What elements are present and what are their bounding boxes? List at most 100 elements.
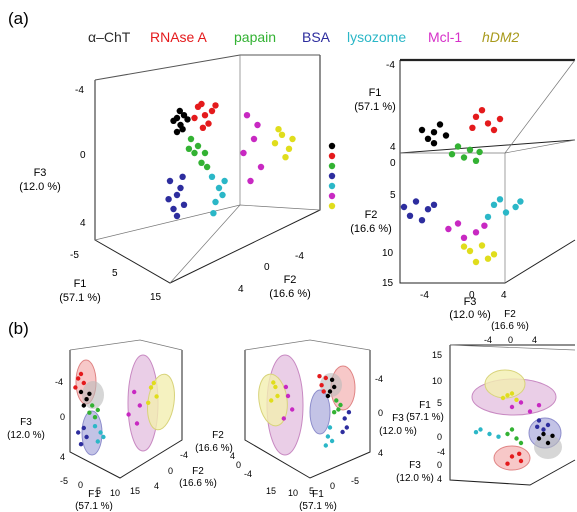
axis-label-text: F2 (504, 309, 516, 320)
point-mcl-1 (518, 400, 524, 405)
tick-label: 15 (432, 350, 442, 360)
point-lysozome (221, 177, 228, 185)
color-key-dot (328, 152, 336, 160)
tick-label: 4 (378, 448, 383, 458)
point-papain (334, 398, 339, 403)
point-bsa (418, 217, 426, 224)
tick-label: -4 (386, 60, 395, 71)
tick-label: 10 (382, 248, 394, 259)
point-lysozome (327, 425, 333, 430)
point-rnase-a (496, 115, 504, 123)
tick-label: -5 (60, 476, 68, 486)
axis-label-f2-b3: F2 (16.6 %) (491, 309, 529, 332)
point-cht (327, 389, 333, 394)
point-papain (338, 402, 343, 408)
axis-label-f2-a-left: F2 (16.6 %) (269, 274, 311, 300)
point-mcl-1 (283, 384, 289, 390)
point-bsa (412, 198, 420, 205)
point-papain (509, 427, 515, 432)
point-papain (187, 135, 195, 143)
legend-entry-bsa: BSA (302, 29, 331, 45)
point-hdm2 (509, 391, 515, 396)
axis-label-f1-a-left: F1 (57.1 %) (59, 278, 101, 304)
point-papain (460, 154, 468, 161)
point-bsa (179, 173, 186, 180)
point-mcl-1 (460, 234, 468, 241)
point-papain (336, 407, 341, 412)
tick-label: -4 (180, 450, 188, 460)
point-cht (430, 140, 438, 147)
point-bsa (340, 429, 345, 435)
tick-label: 0 (469, 290, 475, 301)
legend-entry-papain: papain (234, 29, 276, 45)
point-rnase-a (505, 461, 510, 466)
plot-b3-ellipses (471, 369, 562, 471)
plot-b3-ticks: -4 0 4 15 10 5 0 -4 0 4 (432, 335, 537, 484)
point-cht (179, 126, 186, 133)
axis-label-text: (12.0 %) (19, 181, 61, 193)
point-papain (518, 440, 524, 446)
point-hdm2 (269, 398, 274, 403)
plot-b2-ellipses (258, 354, 356, 456)
point-cht (541, 431, 546, 437)
point-lysozome (98, 430, 103, 435)
axis-label-text: (57.1 %) (299, 501, 337, 512)
point-rnase-a (490, 126, 498, 134)
axis-label-text: F3 (392, 413, 404, 424)
axis-label-text: F2 (212, 430, 224, 441)
points-a-left (165, 100, 296, 220)
point-mcl-1 (126, 412, 131, 417)
tick-label: -5 (70, 250, 79, 261)
axis-label-text: F1 (369, 87, 382, 99)
point-bsa (173, 191, 181, 199)
point-hdm2 (273, 384, 278, 390)
point-rnase-a (509, 454, 515, 459)
color-key-dot (328, 172, 336, 180)
point-lysozome (502, 209, 510, 216)
point-hdm2 (500, 395, 506, 401)
ellipse-hdm2 (484, 369, 526, 399)
tick-label: 0 (236, 460, 241, 470)
plot-b2-ticks: -4 0 4 4 0 -4 15 10 5 0 -5 (230, 374, 383, 498)
tick-label: -4 (375, 374, 383, 384)
tick-label: -4 (484, 335, 492, 345)
point-cht (436, 121, 444, 128)
plot-a-right (399, 58, 576, 284)
points-b1 (73, 371, 159, 447)
axis-label-text: F1 (88, 489, 100, 500)
axis-label-f1-b3: F1 (57.1 %) (406, 400, 444, 423)
tick-label: 0 (437, 432, 442, 442)
point-mcl-1 (290, 407, 295, 412)
point-mcl-1 (243, 112, 251, 119)
point-cht (170, 117, 177, 125)
tick-label: 10 (432, 376, 442, 386)
axis-label-text: (57.1 %) (406, 412, 444, 423)
point-papain (90, 403, 95, 408)
point-bsa (180, 201, 188, 208)
plot-b3 (449, 344, 576, 486)
tick-label: 5 (437, 398, 442, 408)
point-hdm2 (289, 135, 296, 143)
tick-label: 0 (80, 150, 86, 161)
legend-entry-lysozome: lysozome (347, 29, 406, 45)
tick-label: -4 (437, 447, 445, 457)
point-hdm2 (275, 393, 280, 399)
tick-label: 0 (60, 412, 65, 422)
point-lysozome (329, 438, 335, 444)
point-cht (87, 391, 92, 396)
axis-label-text: (16.6 %) (269, 288, 311, 300)
point-papain (466, 146, 474, 153)
point-bsa (406, 212, 414, 219)
tick-label: -4 (55, 377, 63, 387)
point-hdm2 (282, 154, 289, 161)
point-papain (514, 436, 519, 441)
point-cht (424, 135, 432, 142)
point-papain (87, 410, 92, 415)
point-hdm2 (271, 140, 279, 147)
point-rnase-a (199, 124, 207, 131)
tick-label: 15 (130, 486, 140, 496)
point-papain (201, 149, 209, 157)
point-papain (505, 431, 510, 437)
point-papain (95, 407, 101, 413)
point-rnase-a (205, 120, 212, 127)
